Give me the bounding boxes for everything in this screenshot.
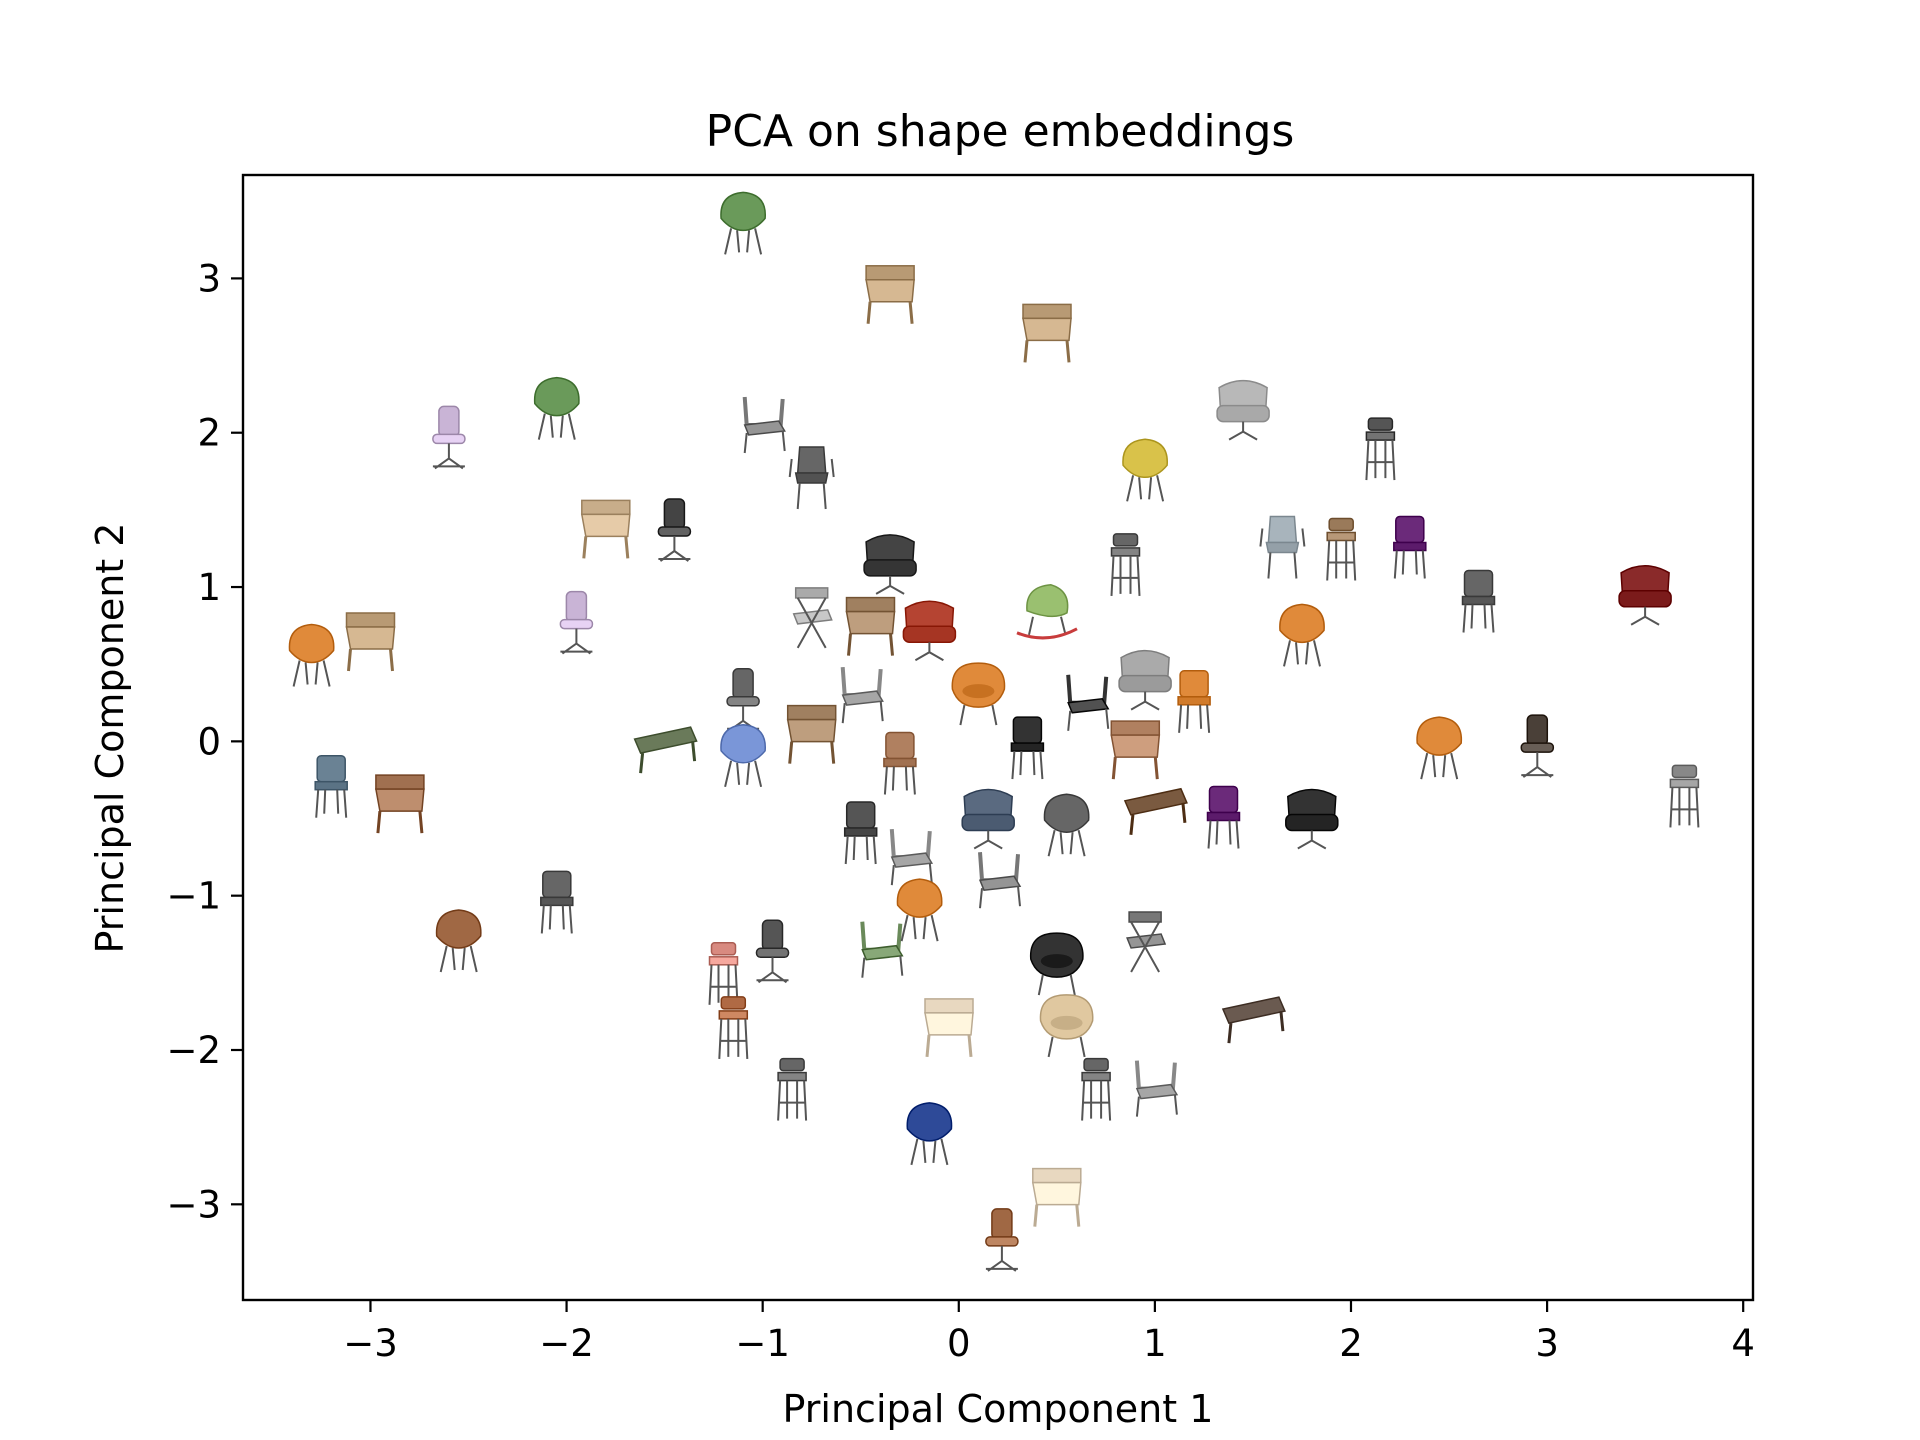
x-tick-label: −3 (343, 1322, 398, 1365)
chair-point (845, 596, 896, 656)
chart-title: PCA on shape embeddings (706, 106, 1295, 157)
chair-point (1134, 1060, 1179, 1117)
chair-point (1126, 911, 1167, 973)
chair-point (1279, 603, 1325, 667)
chair-point (840, 666, 884, 724)
chair-point (1031, 1167, 1082, 1227)
chair-point (1365, 417, 1396, 481)
chair-point (1118, 649, 1172, 711)
y-tick-label: 3 (197, 257, 221, 300)
chair-point (314, 754, 348, 818)
chair-point (1326, 517, 1357, 581)
chair-point (726, 668, 760, 732)
chair-point (1177, 670, 1211, 733)
chair-point (1520, 714, 1555, 778)
chair-point (1285, 788, 1339, 850)
y-tick-label: 2 (197, 412, 221, 455)
chair-point (777, 1057, 808, 1121)
chair-point (720, 191, 766, 255)
x-tick-label: −2 (539, 1322, 594, 1365)
y-tick-label: 1 (197, 566, 221, 609)
chair-point (1416, 716, 1463, 780)
chair-point (720, 724, 766, 788)
chair-point (1393, 515, 1427, 579)
chair-point (580, 499, 631, 559)
chair-point (1110, 720, 1161, 780)
x-axis: −3 −2 −1 0 1 2 3 4 (343, 1300, 1755, 1365)
chair-point (559, 590, 594, 655)
chair-point (755, 919, 790, 984)
chair-point (345, 612, 396, 672)
chair-point (786, 704, 837, 764)
y-tick-label: 0 (197, 720, 221, 763)
chair-point (902, 600, 957, 662)
chair-point (1110, 533, 1141, 596)
chair-point (1043, 793, 1090, 857)
x-axis-label: Principal Component 1 (783, 1387, 1214, 1431)
chair-point (657, 498, 692, 562)
chair-point (865, 265, 915, 324)
chart-marks (288, 191, 1700, 1272)
plot-area-frame (241, 173, 1755, 1302)
chair-point (533, 376, 580, 440)
chair-point (889, 828, 934, 886)
y-axis: −3 −2 −1 0 1 2 3 (166, 257, 243, 1226)
chair-point (288, 623, 335, 687)
chair-point (375, 774, 425, 834)
y-tick-label: −3 (166, 1183, 221, 1226)
x-tick-label: 0 (947, 1322, 971, 1365)
chair-point (1066, 674, 1110, 731)
y-tick-label: −2 (166, 1029, 221, 1072)
chair-point (792, 587, 833, 649)
chair-point (1461, 569, 1496, 633)
chair-point (1022, 303, 1072, 363)
chair-point (924, 998, 974, 1058)
chair-point (863, 534, 917, 595)
chair-point (788, 446, 835, 510)
chair-point (1221, 996, 1286, 1044)
x-tick-label: −1 (735, 1322, 790, 1365)
y-tick-label: −1 (166, 875, 221, 918)
chair-point (906, 1102, 953, 1166)
chair-point (951, 662, 1006, 726)
chair-point (742, 396, 786, 454)
x-tick-label: 2 (1339, 1322, 1363, 1365)
chair-point (1216, 379, 1270, 441)
chair-point (1669, 764, 1700, 828)
chair-point (896, 878, 943, 942)
chair-point (860, 921, 904, 978)
chair-point (978, 852, 1022, 909)
x-tick-label: 1 (1143, 1322, 1167, 1365)
chair-point (1618, 565, 1672, 626)
chair-point (1016, 584, 1078, 640)
chair-point (708, 942, 739, 1005)
chair-point (985, 1208, 1019, 1272)
chair-point (1206, 785, 1241, 849)
chair-point (1122, 438, 1168, 502)
chair-point (718, 996, 749, 1059)
x-tick-label: 4 (1731, 1322, 1755, 1365)
chair-point (1039, 994, 1094, 1058)
chair-point (432, 405, 466, 470)
chair-point (633, 726, 698, 774)
chair-point (843, 801, 878, 865)
chair-point (435, 909, 482, 973)
chair-point (540, 870, 574, 934)
chair-point (1123, 787, 1188, 835)
y-axis-label: Principal Component 2 (88, 523, 132, 954)
chair-point (883, 731, 917, 795)
chair-point (1081, 1057, 1112, 1121)
chair-point (1030, 932, 1084, 996)
chair-point (1259, 515, 1306, 579)
chair-point (1010, 716, 1045, 780)
chair-point (961, 788, 1015, 850)
x-tick-label: 3 (1535, 1322, 1559, 1365)
